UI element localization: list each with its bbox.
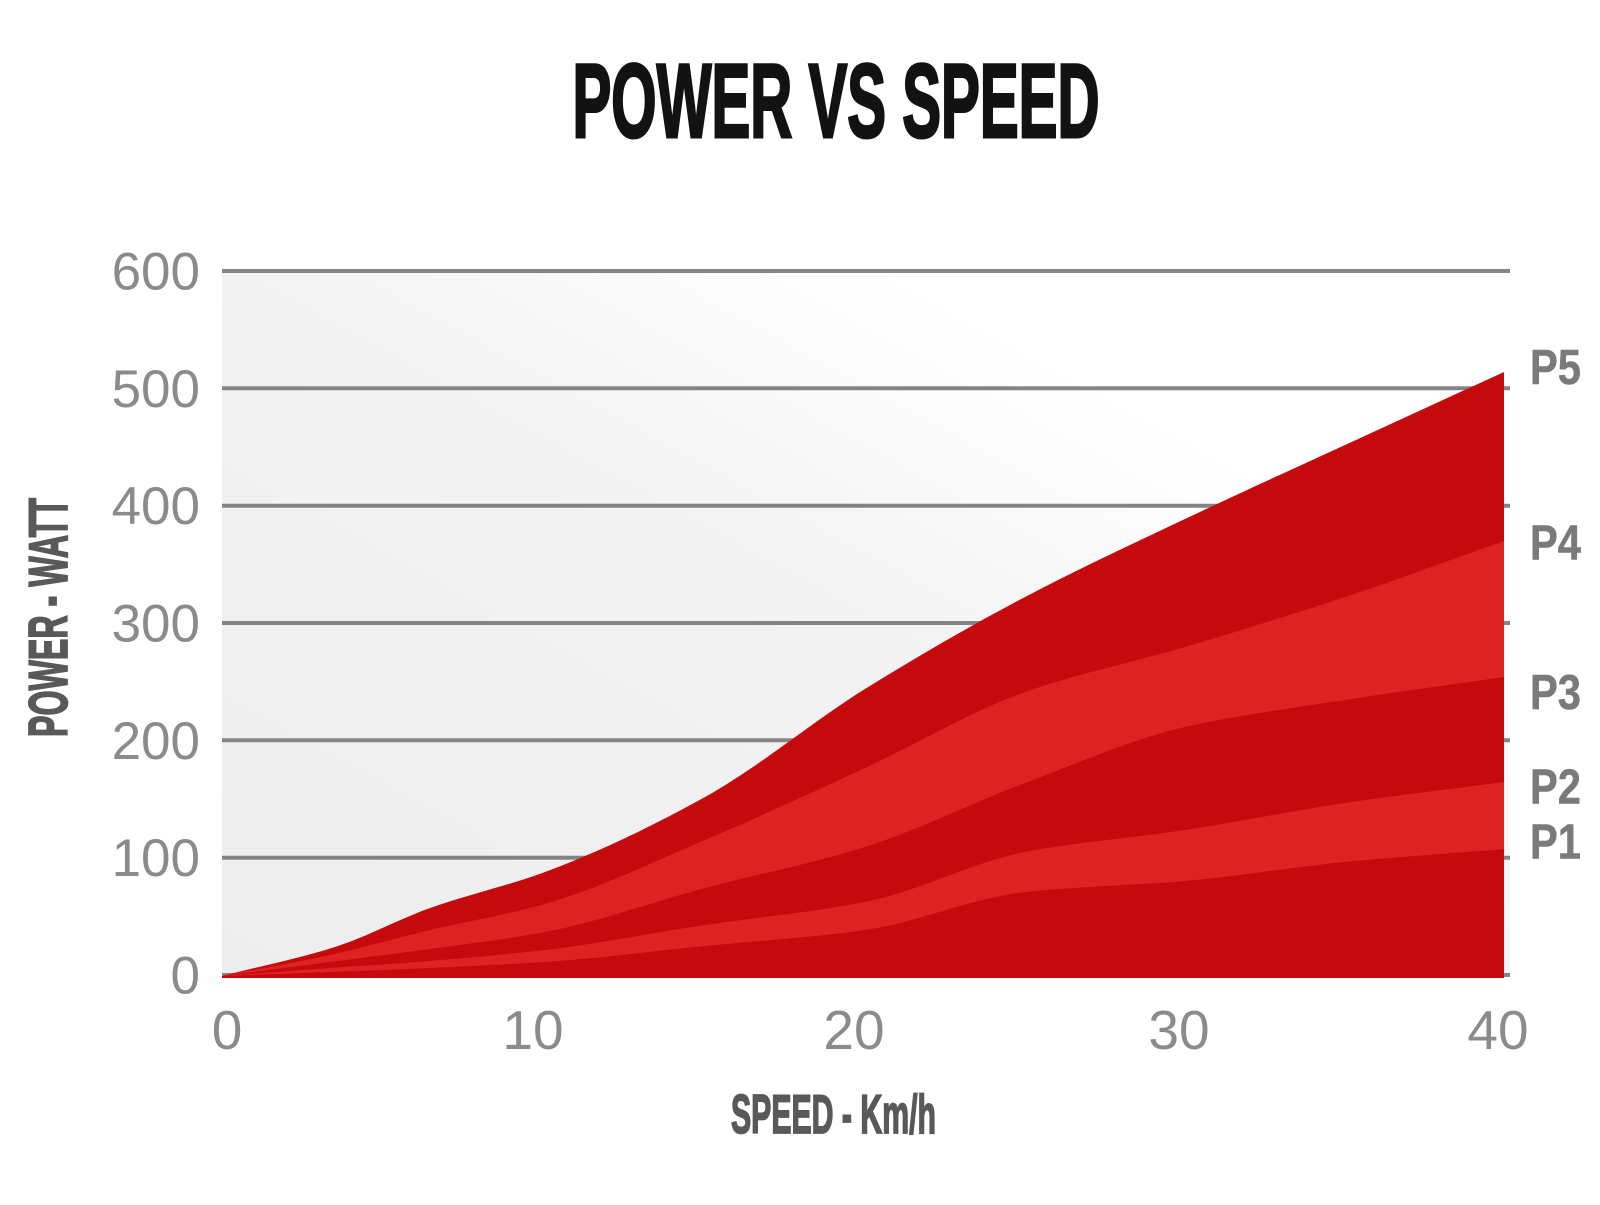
svg-text:POWER - WATT: POWER - WATT	[17, 498, 79, 737]
svg-text:P1: P1	[1530, 816, 1581, 870]
svg-text:POWER VS SPEED: POWER VS SPEED	[573, 43, 1100, 160]
svg-text:0: 0	[212, 999, 243, 1061]
svg-text:40: 40	[1467, 999, 1528, 1061]
svg-text:P5: P5	[1530, 341, 1581, 395]
svg-text:20: 20	[823, 999, 884, 1061]
svg-text:SPEED - Km/h: SPEED - Km/h	[731, 1083, 936, 1145]
svg-text:600: 600	[112, 243, 200, 302]
svg-text:300: 300	[112, 595, 200, 654]
svg-text:400: 400	[112, 477, 200, 536]
svg-text:30: 30	[1148, 999, 1209, 1061]
svg-text:P2: P2	[1530, 761, 1581, 815]
svg-text:200: 200	[112, 712, 200, 771]
svg-text:P3: P3	[1530, 666, 1581, 720]
svg-text:500: 500	[112, 360, 200, 419]
svg-text:0: 0	[171, 947, 200, 1006]
svg-text:100: 100	[112, 829, 200, 888]
svg-text:10: 10	[502, 999, 563, 1061]
svg-text:P4: P4	[1530, 517, 1581, 571]
